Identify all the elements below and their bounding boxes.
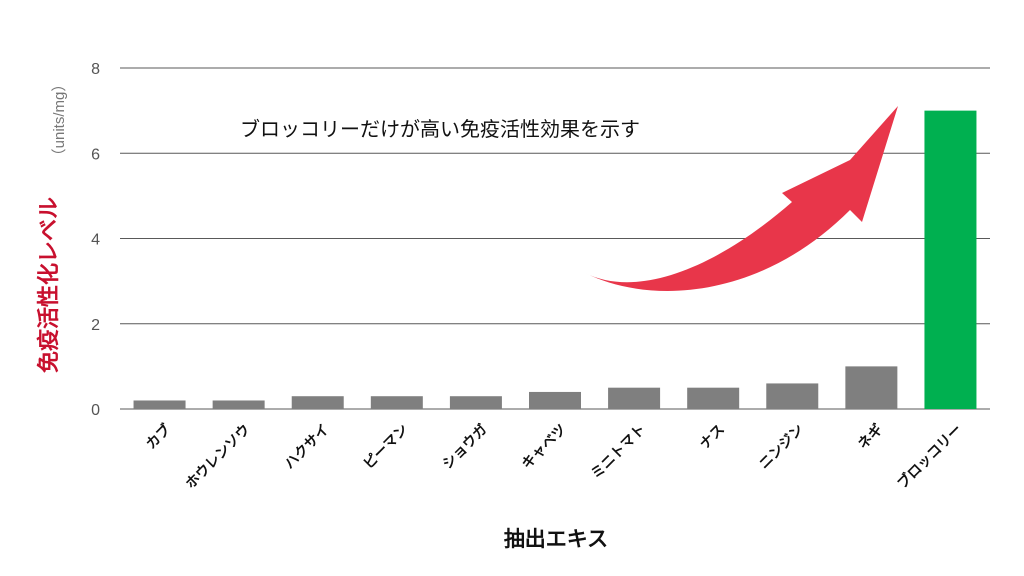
category-label: ハクサイ <box>282 422 333 473</box>
x-axis-title: 抽出エキス <box>504 527 608 551</box>
category-label: ピーマン <box>361 422 412 473</box>
y-tick-label: 8 <box>91 61 100 78</box>
bar-ピーマン <box>370 396 423 409</box>
category-label: カブ <box>143 421 175 453</box>
bar-カブ <box>133 400 186 409</box>
category-label: ニンジン <box>756 422 807 473</box>
y-tick-label: 6 <box>91 146 100 163</box>
category-label: ネギ <box>854 421 886 453</box>
category-labels: カブ ホウレンソウ ハクサイ ピーマン ショウガ キャベツ ミニトマト ナス ニンジン ネギ ブロッ… <box>143 421 966 492</box>
category-label: ホウレンソウ <box>183 422 254 493</box>
y-axis-unit: （units/mg） <box>51 77 68 164</box>
category-label: ショウガ <box>440 422 491 473</box>
bar-ブロッコリー <box>924 110 977 409</box>
bar-ネギ <box>845 366 898 409</box>
bar-ナス <box>687 387 740 409</box>
y-tick-label: 0 <box>91 402 100 419</box>
y-tick-label: 4 <box>91 232 100 249</box>
bar-ニンジン <box>766 383 819 409</box>
y-tick-label: 2 <box>91 317 100 334</box>
y-axis-title: 免疫活性化レベル <box>36 197 62 373</box>
bar-ホウレンソウ <box>212 400 265 409</box>
annotation-text: ブロッコリーだけが高い免疫活性効果を示す <box>240 117 640 141</box>
category-label: キャベツ <box>519 422 570 473</box>
category-label: ミニトマト <box>588 422 649 483</box>
bar-ショウガ <box>449 396 502 409</box>
category-label: ナス <box>697 422 728 453</box>
bars <box>133 110 977 409</box>
curved-arrow-up-right-icon <box>585 106 898 291</box>
gridlines <box>120 67 990 410</box>
bar-ハクサイ <box>291 396 344 409</box>
bar-ミニトマト <box>608 387 661 409</box>
y-tick-labels: 0 2 4 6 8 <box>91 61 100 419</box>
category-label: ブロッコリー <box>894 421 965 492</box>
bar-キャベツ <box>529 391 581 409</box>
